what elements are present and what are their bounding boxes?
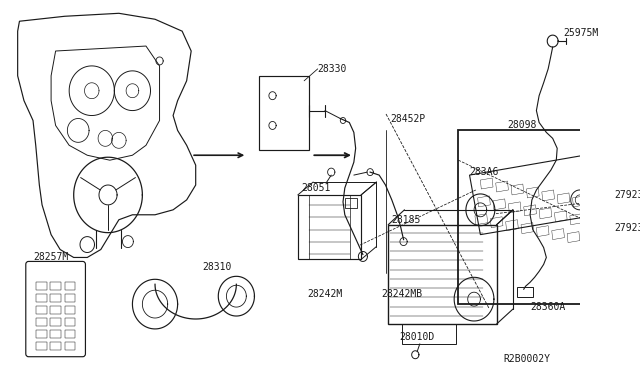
Bar: [259, 76, 308, 150]
Bar: [65, 330, 76, 338]
Bar: [50, 342, 61, 350]
Bar: [65, 306, 76, 314]
Text: 28051: 28051: [301, 183, 331, 193]
Bar: [36, 306, 47, 314]
Bar: [65, 282, 76, 290]
Bar: [402, 324, 456, 344]
Text: R2B0002Y: R2B0002Y: [503, 354, 550, 364]
Bar: [50, 318, 61, 326]
Text: 28360A: 28360A: [530, 302, 565, 312]
Bar: [458, 131, 607, 304]
Bar: [298, 195, 361, 259]
Text: 28185: 28185: [392, 215, 421, 225]
Bar: [50, 306, 61, 314]
Bar: [388, 225, 497, 324]
Text: 27923: 27923: [614, 223, 640, 233]
Text: 28452P: 28452P: [390, 113, 425, 124]
Bar: [65, 294, 76, 302]
Bar: [65, 342, 76, 350]
Bar: [50, 294, 61, 302]
Text: 25975M: 25975M: [563, 28, 599, 38]
Bar: [36, 318, 47, 326]
Bar: [50, 330, 61, 338]
Text: 28310: 28310: [202, 262, 232, 272]
Bar: [36, 294, 47, 302]
Bar: [65, 318, 76, 326]
Text: 27923: 27923: [614, 190, 640, 200]
Bar: [36, 330, 47, 338]
Bar: [516, 287, 532, 297]
Text: 28330: 28330: [317, 64, 347, 74]
Text: 28098: 28098: [508, 121, 537, 131]
Text: 28242M: 28242M: [307, 289, 342, 299]
Bar: [36, 282, 47, 290]
Bar: [50, 282, 61, 290]
Bar: [36, 342, 47, 350]
Text: 28257M: 28257M: [33, 253, 68, 263]
Text: 283A6: 283A6: [470, 167, 499, 177]
Bar: [345, 198, 358, 208]
Text: 28010D: 28010D: [399, 332, 435, 342]
Text: 28242MB: 28242MB: [381, 289, 422, 299]
